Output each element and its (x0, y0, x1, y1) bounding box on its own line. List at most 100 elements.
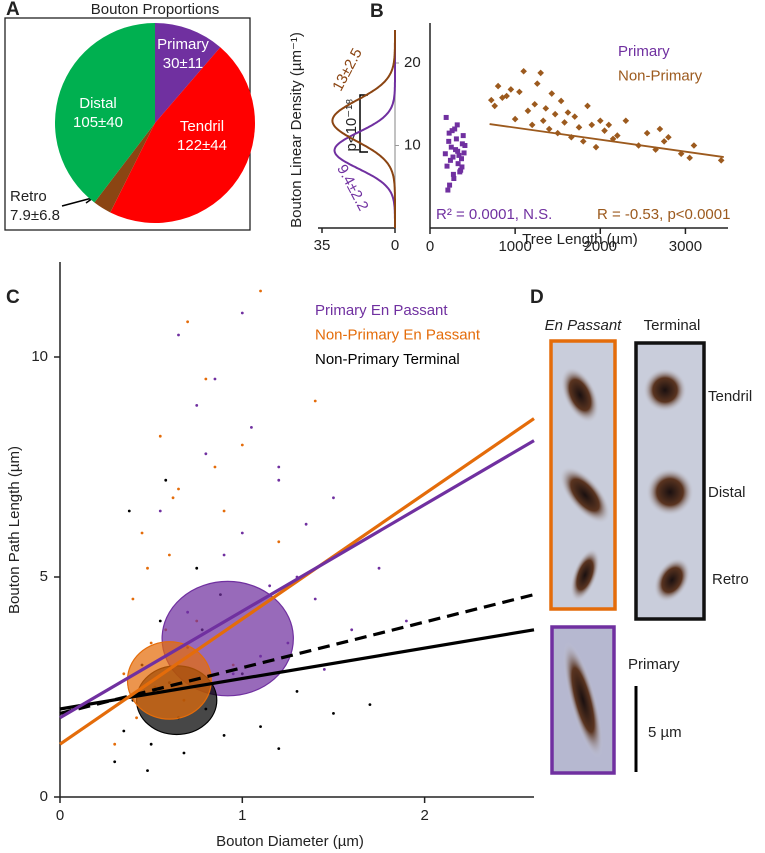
bouton (653, 557, 691, 603)
point (204, 452, 208, 456)
point (588, 121, 596, 129)
point (548, 90, 556, 97)
point (442, 151, 448, 157)
point (614, 132, 621, 139)
point (304, 522, 308, 526)
point (131, 597, 135, 601)
point (140, 531, 144, 535)
x-tick-label: 3000 (669, 238, 702, 255)
row-label: Tendril (708, 388, 752, 405)
bouton (559, 466, 611, 524)
point (656, 125, 664, 133)
slice-label: Primary (157, 36, 209, 53)
row-label: Primary (628, 656, 680, 673)
point (453, 136, 459, 142)
point (686, 154, 693, 162)
point (182, 751, 186, 755)
bouton (563, 641, 603, 759)
point (149, 742, 153, 746)
pie-slice (110, 47, 256, 224)
point (295, 690, 299, 693)
x-axis-label: Bouton Diameter (µm) (216, 833, 364, 850)
point (313, 399, 317, 403)
point (459, 164, 465, 170)
point (213, 377, 217, 381)
point (503, 92, 510, 100)
point (332, 496, 335, 500)
point (531, 100, 539, 108)
fit-line (59, 628, 535, 711)
point (277, 478, 281, 482)
point (447, 182, 453, 188)
x-tick-label: 0 (56, 807, 64, 824)
point (313, 597, 317, 601)
point (164, 478, 168, 482)
point (240, 311, 244, 315)
point (643, 129, 651, 137)
micrograph-group (549, 339, 706, 775)
x-tick-label: 2 (420, 807, 428, 824)
point (213, 465, 217, 469)
point (459, 141, 465, 147)
y-tick-label: 10 (404, 136, 421, 153)
point (445, 187, 451, 193)
bouton (646, 468, 694, 516)
legend-entry: Non-Primary Terminal (315, 351, 460, 368)
point (135, 716, 138, 720)
point (448, 144, 454, 150)
row-label: Retro (712, 571, 749, 588)
point (195, 404, 199, 407)
point (660, 138, 668, 145)
x-tick-label: 1000 (498, 238, 531, 255)
point (222, 734, 226, 737)
y-axis-label: Bouton Linear Density (µm⁻¹) (288, 32, 305, 228)
point (450, 154, 456, 160)
point (537, 69, 544, 77)
point (322, 668, 326, 671)
point (171, 496, 175, 500)
curve-label: 9.4±2.2 (333, 162, 371, 214)
point (447, 157, 453, 163)
point (377, 566, 381, 570)
x-tick-label: 35 (314, 237, 331, 254)
point (665, 133, 672, 141)
x-tick-label: 2000 (584, 238, 617, 255)
legend-entry: Non-Primary (618, 67, 703, 84)
point (557, 97, 565, 105)
bouton (643, 368, 687, 412)
point (545, 125, 553, 133)
point (443, 114, 449, 120)
legend-entry: Primary (618, 43, 670, 60)
point (461, 150, 467, 156)
point (277, 540, 281, 544)
pie-slice (155, 23, 221, 123)
point (507, 86, 515, 93)
point (491, 102, 499, 110)
density-curve (333, 30, 396, 228)
y-tick-label: 10 (31, 348, 48, 365)
point (277, 465, 281, 469)
point (592, 143, 600, 151)
point (524, 107, 532, 115)
point (177, 333, 180, 337)
point (622, 117, 630, 125)
panel-letter: D (530, 287, 544, 308)
bouton (570, 548, 600, 602)
point (488, 96, 495, 104)
x-axis-label: Tree Length (µm) (522, 231, 638, 248)
point (579, 138, 587, 145)
point (222, 553, 226, 557)
point (609, 135, 617, 143)
point (690, 142, 698, 149)
column-label: Terminal (644, 317, 701, 334)
point (568, 133, 575, 141)
point (240, 443, 244, 447)
trend-line (489, 123, 724, 158)
point (259, 725, 262, 728)
point (268, 584, 272, 588)
point (277, 747, 281, 750)
point (494, 82, 502, 90)
annotation: R = -0.53, p<0.0001 (597, 206, 730, 223)
point (127, 509, 131, 513)
point (449, 128, 455, 134)
